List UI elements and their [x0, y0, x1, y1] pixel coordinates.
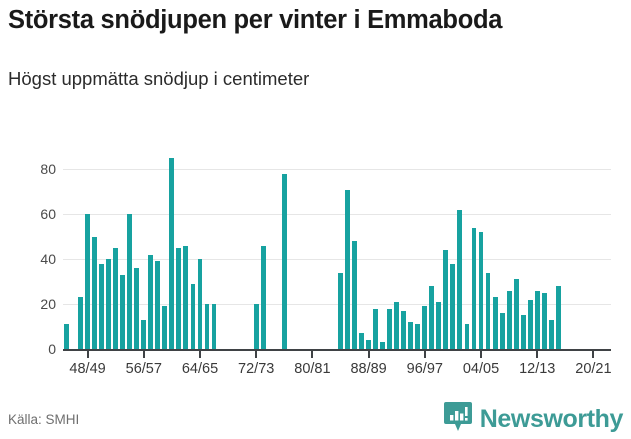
bar[interactable]: [345, 189, 350, 349]
logo-wordmark: Newsworthy: [479, 404, 624, 433]
gridline: [63, 214, 611, 216]
bar[interactable]: [436, 301, 442, 349]
y-axis-tick-label: 60: [40, 206, 56, 223]
bar[interactable]: [520, 315, 526, 349]
y-axis-tick-label: 0: [48, 341, 56, 357]
x-axis-tick: [311, 351, 314, 358]
newsworthy-pin-bars-icon: [443, 401, 473, 438]
y-axis-tick-label: 40: [40, 251, 56, 268]
bar[interactable]: [352, 241, 357, 349]
bar[interactable]: [148, 254, 154, 349]
x-axis-tick: [423, 351, 426, 358]
x-axis-tick: [592, 351, 595, 358]
bar[interactable]: [169, 158, 175, 349]
bar[interactable]: [155, 261, 161, 349]
x-axis-tick-label: 64/65: [181, 361, 219, 377]
bar[interactable]: [485, 272, 491, 349]
bar[interactable]: [506, 290, 512, 349]
x-axis-tick-label: 56/57: [125, 361, 162, 377]
y-axis-tick-label: 80: [40, 161, 56, 178]
bar[interactable]: [281, 173, 287, 349]
bar[interactable]: [443, 250, 449, 349]
x-axis-tick-label: 96/97: [406, 361, 443, 377]
gridline: [63, 259, 611, 261]
x-axis-tick: [536, 351, 539, 358]
newsworthy-logo: Newsworthy: [443, 401, 624, 438]
bar[interactable]: [513, 279, 519, 349]
bar[interactable]: [471, 227, 477, 349]
bar[interactable]: [415, 324, 421, 349]
y-axis: 0 20 40 60 80: [0, 147, 56, 357]
bar[interactable]: [366, 340, 372, 349]
bar[interactable]: [64, 324, 69, 349]
bar[interactable]: [492, 297, 498, 349]
bar[interactable]: [211, 304, 217, 349]
bar[interactable]: [197, 259, 203, 349]
bar[interactable]: [464, 324, 470, 349]
bar[interactable]: [450, 263, 456, 349]
bar[interactable]: [555, 286, 561, 349]
bar[interactable]: [548, 319, 554, 349]
bar[interactable]: [457, 209, 463, 349]
x-axis-tick: [480, 351, 483, 358]
bar[interactable]: [401, 310, 407, 349]
bar[interactable]: [527, 299, 533, 349]
bar[interactable]: [113, 248, 119, 349]
bar[interactable]: [359, 333, 365, 349]
bar[interactable]: [380, 342, 386, 349]
x-axis-tick-label: 80/81: [294, 361, 331, 377]
bar[interactable]: [134, 268, 140, 349]
bar-chart: 0 20 40 60 80 48/49 56/57 64/65 72/73 80/81 88/89…: [0, 130, 631, 390]
bar[interactable]: [127, 214, 133, 349]
bar[interactable]: [190, 283, 196, 349]
bar[interactable]: [422, 306, 428, 349]
bar[interactable]: [204, 304, 210, 349]
bar[interactable]: [183, 245, 189, 349]
bar[interactable]: [85, 214, 91, 349]
gridline: [63, 169, 611, 171]
x-axis-tick: [367, 351, 370, 358]
bar[interactable]: [120, 274, 126, 349]
x-axis-tick-label: 88/89: [350, 361, 387, 377]
x-axis-tick-label: 04/05: [462, 361, 500, 377]
bar[interactable]: [78, 297, 83, 349]
gridline: [63, 304, 611, 306]
bar[interactable]: [99, 263, 105, 349]
bar[interactable]: [92, 236, 98, 349]
x-axis-tick-label: 48/49: [69, 361, 106, 377]
bar[interactable]: [260, 245, 266, 349]
x-axis-tick-label: 20/21: [575, 361, 612, 377]
bar[interactable]: [373, 308, 379, 349]
bar[interactable]: [338, 272, 343, 349]
page-title: Största snödjupen per vinter i Emmaboda: [8, 6, 503, 34]
plot-area: [63, 147, 611, 349]
bar[interactable]: [253, 304, 259, 349]
page-subtitle: Högst uppmätta snödjup i centimeter: [8, 68, 310, 89]
bar[interactable]: [541, 292, 547, 349]
bar[interactable]: [478, 232, 484, 349]
bar[interactable]: [394, 301, 400, 349]
x-axis-tick-label: 12/13: [519, 361, 556, 377]
bar[interactable]: [408, 322, 414, 349]
x-axis-tick: [142, 351, 145, 358]
bar[interactable]: [106, 259, 112, 349]
x-axis-line: [63, 349, 611, 351]
bar[interactable]: [162, 306, 168, 349]
x-axis-tick: [199, 351, 201, 358]
bar[interactable]: [387, 308, 393, 349]
bar[interactable]: [499, 313, 505, 349]
x-axis-tick: [255, 351, 258, 358]
y-axis-tick-label: 20: [40, 296, 56, 313]
bar[interactable]: [176, 248, 182, 349]
x-axis-tick-label: 72/73: [238, 361, 275, 377]
x-axis-tick: [86, 351, 89, 358]
bar[interactable]: [141, 319, 147, 349]
source-note: Källa: SMHI: [8, 412, 80, 427]
bar[interactable]: [534, 290, 540, 349]
bar[interactable]: [429, 286, 435, 349]
